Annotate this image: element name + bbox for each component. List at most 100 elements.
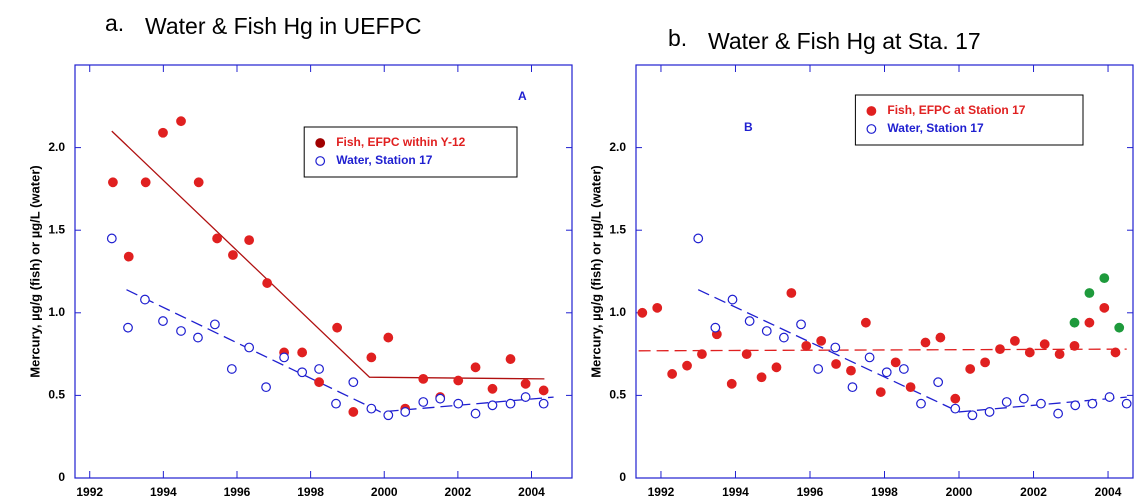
legend-marker	[315, 156, 326, 166]
data-point	[418, 373, 429, 384]
data-point	[297, 347, 308, 358]
data-point	[761, 326, 772, 336]
trend-line	[111, 130, 545, 380]
data-point	[505, 398, 516, 409]
data-point	[244, 235, 255, 246]
x-tick-label: 2002	[1020, 485, 1047, 499]
data-point	[920, 337, 931, 348]
data-point	[470, 362, 481, 373]
data-point	[1087, 398, 1098, 409]
data-point	[875, 387, 886, 397]
trend-line	[697, 289, 1127, 413]
data-point	[860, 317, 871, 328]
data-point	[967, 410, 978, 421]
x-tick-label: 2004	[1095, 485, 1122, 499]
data-point	[228, 250, 238, 260]
data-point	[1084, 317, 1095, 328]
data-point	[158, 316, 168, 326]
data-point	[487, 400, 498, 411]
x-tick-label: 2002	[445, 485, 472, 499]
data-point	[176, 116, 186, 127]
data-point	[890, 357, 901, 368]
data-point	[505, 354, 516, 364]
data-point	[435, 393, 446, 404]
x-tick-label: 1998	[297, 485, 324, 499]
y-tick-label: 0.5	[48, 388, 65, 402]
data-point	[830, 342, 841, 353]
data-point	[744, 316, 755, 326]
data-point	[140, 177, 151, 188]
legend-label: Water, Station 17	[887, 121, 984, 135]
y-tick-label: 1.0	[48, 305, 65, 319]
legend-label: Fish, EFPC within Y-12	[336, 135, 465, 149]
data-point	[418, 397, 429, 407]
data-point	[332, 322, 343, 333]
data-point	[1069, 317, 1080, 328]
x-tick-label: 1994	[722, 485, 749, 499]
y-axis-label: Mercury, µg/g (fish) or µg/L (water)	[27, 165, 42, 377]
data-point	[453, 375, 464, 386]
y-tick-label: 2.0	[609, 140, 626, 154]
chart-title: Water & Fish Hg at Sta. 17	[708, 28, 981, 54]
data-point	[226, 364, 237, 374]
x-tick-label: 1994	[150, 485, 177, 499]
data-point	[520, 392, 531, 402]
legend-box	[854, 94, 1084, 146]
data-point	[538, 398, 549, 409]
data-point	[520, 378, 531, 389]
data-point	[453, 398, 464, 409]
data-point	[108, 177, 118, 188]
data-point	[984, 407, 995, 417]
data-point	[831, 359, 841, 369]
x-tick-label: 2000	[371, 485, 398, 499]
data-point	[297, 367, 308, 378]
data-point	[881, 367, 892, 378]
data-point	[1110, 347, 1121, 358]
data-point	[1036, 398, 1046, 409]
trend-line	[638, 348, 1127, 352]
data-point	[123, 322, 133, 333]
y-axis-label: Mercury, µg/g (fish) or µg/L (water)	[588, 165, 603, 377]
data-point	[786, 288, 797, 298]
data-point	[652, 302, 663, 313]
data-point	[847, 382, 858, 393]
data-point	[801, 340, 812, 351]
data-point	[933, 377, 944, 388]
data-point	[950, 393, 961, 404]
data-point	[697, 349, 707, 360]
data-point	[1069, 340, 1080, 351]
data-point	[727, 294, 738, 305]
legend-marker	[866, 124, 877, 134]
x-tick-label: 1996	[797, 485, 824, 499]
y-tick-label: 1.5	[609, 222, 626, 236]
data-point	[756, 372, 767, 383]
data-point	[1121, 398, 1132, 409]
data-point	[813, 364, 824, 374]
data-point	[209, 319, 220, 330]
data-point	[916, 398, 926, 409]
panel-label: b.	[668, 25, 687, 51]
data-point	[314, 377, 324, 388]
data-point	[400, 407, 411, 417]
legend-marker	[866, 106, 877, 116]
data-point	[348, 407, 359, 417]
legend-label: Water, Station 17	[336, 153, 433, 167]
data-point	[262, 278, 273, 288]
data-point	[741, 349, 752, 360]
data-point	[1018, 393, 1029, 404]
data-point	[1099, 273, 1110, 284]
annotation: A	[518, 89, 527, 103]
data-point	[123, 251, 134, 262]
data-point	[106, 233, 117, 244]
data-point	[1054, 349, 1065, 360]
panel-label: a.	[105, 10, 124, 36]
panel: a. Water & Fish Hg in UEFPC Mercury, µg/g …	[27, 10, 573, 499]
y-tick-label: 2.0	[48, 140, 65, 154]
legend-label: Fish, EFPC at Station 17	[887, 103, 1025, 117]
data-point	[1053, 408, 1064, 419]
data-point	[538, 385, 549, 396]
annotation: B	[744, 120, 753, 134]
legend-marker	[315, 138, 326, 148]
data-point	[905, 382, 916, 393]
